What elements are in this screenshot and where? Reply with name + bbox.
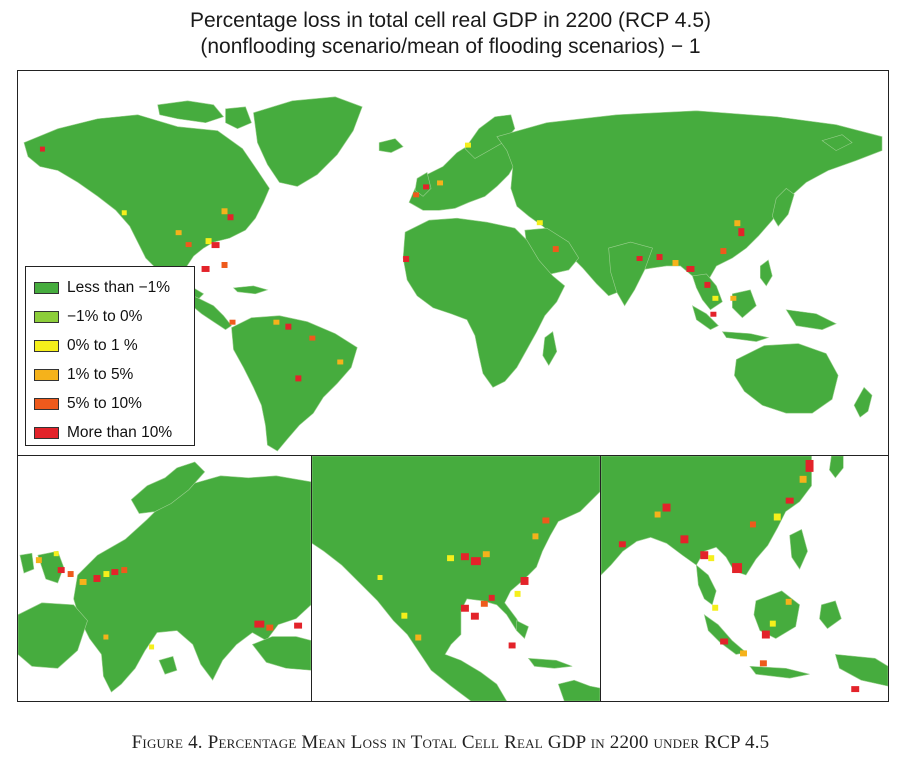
legend-item: 0% to 1 %: [34, 331, 194, 360]
legend-label: 5% to 10%: [67, 394, 142, 412]
legend-item: 5% to 10%: [34, 389, 194, 418]
title-line-1: Percentage loss in total cell real GDP i…: [190, 9, 711, 32]
map-title: Percentage loss in total cell real GDP i…: [0, 8, 901, 60]
legend-swatch: [34, 426, 59, 439]
legend-item: 1% to 5%: [34, 360, 194, 389]
title-line-2: (nonflooding scenario/mean of flooding s…: [200, 35, 701, 58]
legend: Less than −1% −1% to 0% 0% to 1 % 1% to …: [25, 266, 195, 446]
caption-text: Figure 4. Percentage Mean Loss in Total …: [131, 732, 770, 753]
legend-label: 0% to 1 %: [67, 336, 138, 354]
legend-item: Less than −1%: [34, 273, 194, 302]
legend-swatch: [34, 339, 59, 352]
legend-swatch: [34, 368, 59, 381]
southeast-asia-inset: [600, 455, 889, 702]
legend-swatch: [34, 397, 59, 410]
coastal-risk-cells: [39, 142, 745, 382]
legend-label: −1% to 0%: [67, 307, 143, 325]
legend-item: More than 10%: [34, 418, 194, 447]
legend-swatch: [34, 310, 59, 323]
legend-label: Less than −1%: [67, 278, 170, 296]
europe-inset: [17, 455, 312, 702]
legend-item: −1% to 0%: [34, 302, 194, 331]
legend-label: More than 10%: [67, 423, 173, 441]
legend-swatch: [34, 281, 59, 294]
legend-label: 1% to 5%: [67, 365, 134, 383]
figure-caption: Figure 4. Percentage Mean Loss in Total …: [0, 732, 901, 754]
north-america-inset: [311, 455, 601, 702]
